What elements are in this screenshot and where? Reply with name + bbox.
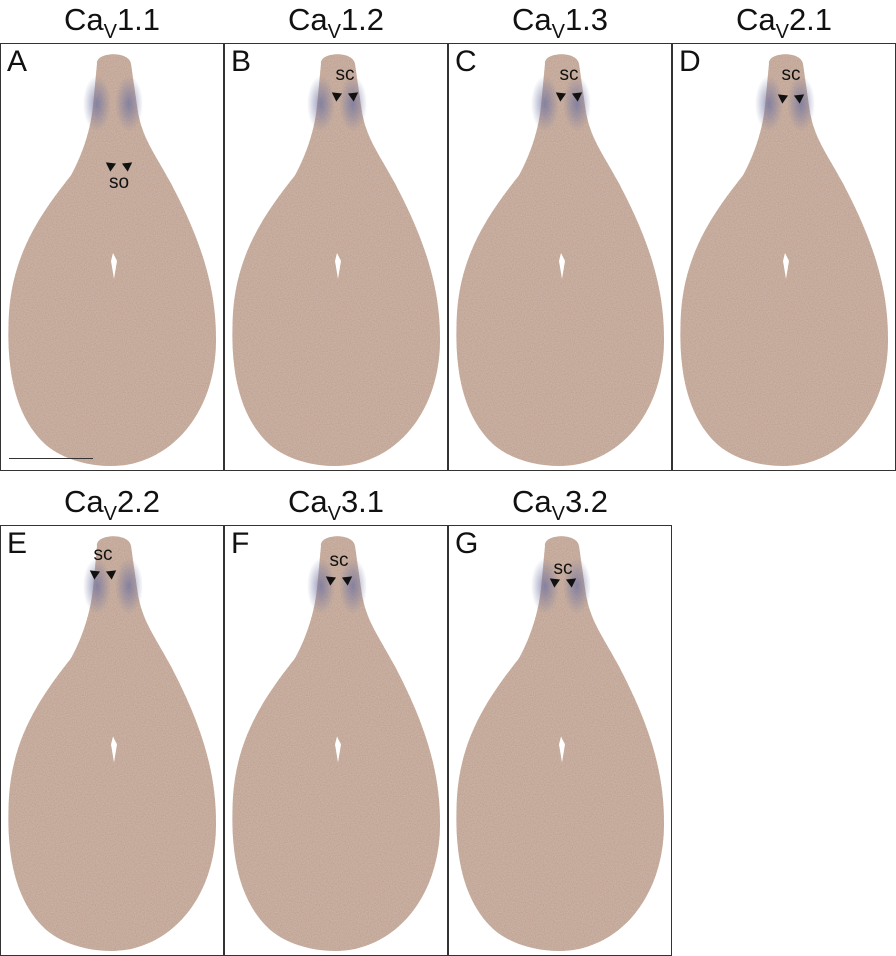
annotation-label: sc: [781, 64, 801, 85]
arrowhead-markers: [73, 566, 133, 580]
panel-c: C sc: [448, 43, 672, 471]
arrowhead-markers: [309, 572, 369, 586]
panel-title-a: CaV1.1: [63, 2, 161, 43]
tissue-section-image: [225, 44, 447, 470]
annotation-label: so: [108, 172, 130, 193]
panel-title-f: CaV3.1: [287, 484, 385, 525]
annotation-label: sc: [559, 64, 579, 85]
tissue-section-image: [1, 526, 223, 955]
tissue-section-image: [449, 44, 671, 470]
panel-letter: A: [7, 45, 28, 78]
panel-title-e: CaV2.2: [63, 484, 161, 525]
panel-letter: G: [455, 527, 479, 560]
arrowhead-markers: [539, 88, 599, 102]
tissue-section-image: [449, 526, 671, 955]
tissue-section-image: [225, 526, 447, 955]
arrowhead-markers: [315, 88, 375, 102]
panel-letter: C: [455, 45, 477, 78]
annotation-label: sc: [93, 544, 113, 565]
arrowhead-markers: [89, 158, 149, 172]
tissue-section-image: [673, 44, 895, 470]
panel-d: D sc: [672, 43, 896, 471]
panel-letter: B: [231, 45, 252, 78]
scale-bar: [9, 458, 93, 459]
panel-title-g: CaV3.2: [511, 484, 609, 525]
panel-letter: E: [7, 527, 28, 560]
panel-g: G sc: [448, 525, 672, 956]
panel-e: E sc: [0, 525, 224, 956]
annotation-label: sc: [553, 558, 573, 579]
panel-letter: D: [679, 45, 701, 78]
panel-f: F sc: [224, 525, 448, 956]
annotation-label: sc: [329, 550, 349, 571]
panel-title-b: CaV1.2: [287, 2, 385, 43]
panel-letter: F: [231, 527, 250, 560]
arrowhead-markers: [533, 574, 593, 588]
panel-b: B sc: [224, 43, 448, 471]
tissue-section-image: [1, 44, 223, 470]
arrowhead-markers: [761, 90, 821, 104]
annotation-label: sc: [335, 64, 355, 85]
panel-title-c: CaV1.3: [511, 2, 609, 43]
panel-title-d: CaV2.1: [735, 2, 833, 43]
panel-a: A so: [0, 43, 224, 471]
